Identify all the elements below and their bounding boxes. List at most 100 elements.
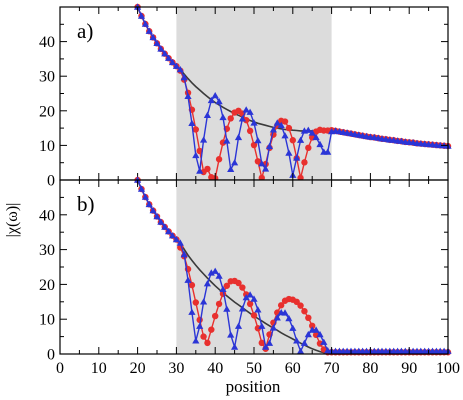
red-data-point	[254, 325, 262, 332]
red-data-point	[297, 302, 304, 309]
blue-data-point	[289, 324, 297, 331]
x-tick-label: 10	[91, 360, 107, 377]
blue-data-point	[184, 276, 192, 283]
blue-data-point	[176, 66, 184, 73]
blue-data-point	[207, 269, 215, 276]
blue-data-point	[200, 298, 208, 305]
red-data-point	[212, 312, 219, 320]
red-data-point	[200, 333, 207, 340]
red-data-point	[246, 127, 254, 135]
blue-data-point	[281, 309, 289, 316]
x-tick-label: 100	[436, 360, 460, 377]
red-data-point	[301, 159, 308, 166]
blue-data-point	[308, 129, 316, 136]
blue-data-point	[219, 285, 227, 292]
red-data-point	[215, 300, 223, 308]
x-tick-label: 0	[56, 360, 64, 377]
red-data-point	[204, 165, 211, 173]
blue-data-point	[223, 305, 231, 312]
blue-data-point	[153, 39, 161, 46]
blue-data-point	[231, 159, 239, 166]
blue-data-point	[149, 207, 157, 214]
blue-data-point	[250, 119, 258, 126]
blue-data-point	[258, 160, 266, 167]
red-data-point	[196, 147, 203, 155]
red-data-point	[285, 124, 293, 132]
blue-data-point	[211, 92, 219, 99]
blue-data-point	[192, 151, 200, 159]
blue-data-point	[238, 115, 246, 122]
y-axis-label: |χ(ω)|	[4, 203, 21, 238]
blue-data-point	[157, 218, 165, 225]
blue-data-point	[192, 337, 200, 344]
red-data-point	[208, 326, 215, 333]
red-data-point	[316, 340, 324, 347]
y-tick-label: 30	[39, 242, 55, 259]
shaded-region	[176, 180, 332, 354]
red-data-point	[277, 302, 285, 309]
blue-data-point	[316, 330, 324, 338]
blue-data-point	[180, 250, 188, 258]
red-data-point	[246, 300, 254, 308]
blue-data-point	[273, 119, 281, 126]
blue-data-point	[188, 308, 196, 315]
y-tick-label: 30	[39, 69, 55, 86]
x-tick-label: 40	[207, 360, 223, 377]
blue-data-point	[297, 347, 305, 354]
red-data-point	[235, 279, 242, 287]
blue-data-point	[200, 136, 208, 143]
blue-data-point	[293, 154, 301, 161]
blue-data-point	[231, 343, 239, 350]
blue-data-point	[172, 62, 180, 69]
blue-data-point	[234, 322, 243, 329]
red-data-point	[309, 322, 316, 330]
blue-data-point	[312, 326, 320, 333]
blue-data-point	[250, 295, 258, 302]
blue-data-point	[165, 54, 173, 61]
red-data-point	[219, 139, 227, 146]
red-data-point	[204, 339, 211, 347]
blue-data-point	[324, 148, 332, 155]
blue-data-point	[293, 337, 301, 344]
blue-data-point	[281, 132, 289, 139]
blue-data-point	[168, 58, 177, 66]
blue-data-point	[172, 235, 180, 243]
x-axis-label: position	[226, 377, 281, 396]
blue-data-point	[215, 97, 223, 105]
panel-b: 0 10 20 30 40 50 60 70 80 90 100 0 10 20 30 40 b)	[39, 176, 460, 377]
red-data-point	[305, 144, 312, 152]
blue-data-point	[273, 314, 281, 321]
red-data-point	[239, 284, 246, 291]
red-data-point	[215, 156, 223, 163]
blue-data-point	[141, 193, 149, 200]
panel-label: b)	[77, 192, 95, 216]
red-data-point	[254, 158, 262, 165]
blue-data-point	[300, 339, 308, 346]
blue-data-point	[149, 33, 157, 41]
x-tick-label: 30	[168, 360, 184, 377]
x-tick-label: 20	[130, 360, 146, 377]
red-data-point	[192, 126, 199, 133]
blue-data-point	[137, 12, 146, 19]
blue-data-point	[254, 306, 262, 313]
blue-data-point	[285, 314, 293, 322]
blue-data-point	[176, 239, 184, 246]
red-data-point	[250, 312, 258, 319]
blue-data-point	[265, 142, 274, 150]
blue-data-point	[246, 291, 254, 298]
blue-data-point	[203, 280, 211, 287]
red-data-point	[250, 141, 258, 149]
blue-data-point	[262, 165, 270, 172]
blue-data-point	[188, 119, 196, 126]
y-tick-label: 10	[39, 138, 55, 155]
blue-data-point	[304, 126, 312, 133]
blue-data-point	[269, 324, 277, 331]
y-tick-label: 10	[39, 312, 55, 329]
blue-data-point	[227, 165, 235, 172]
blue-data-point	[165, 227, 173, 235]
y-tick-label: 20	[39, 277, 55, 294]
blue-data-point	[203, 111, 211, 118]
blue-data-point	[196, 322, 204, 329]
